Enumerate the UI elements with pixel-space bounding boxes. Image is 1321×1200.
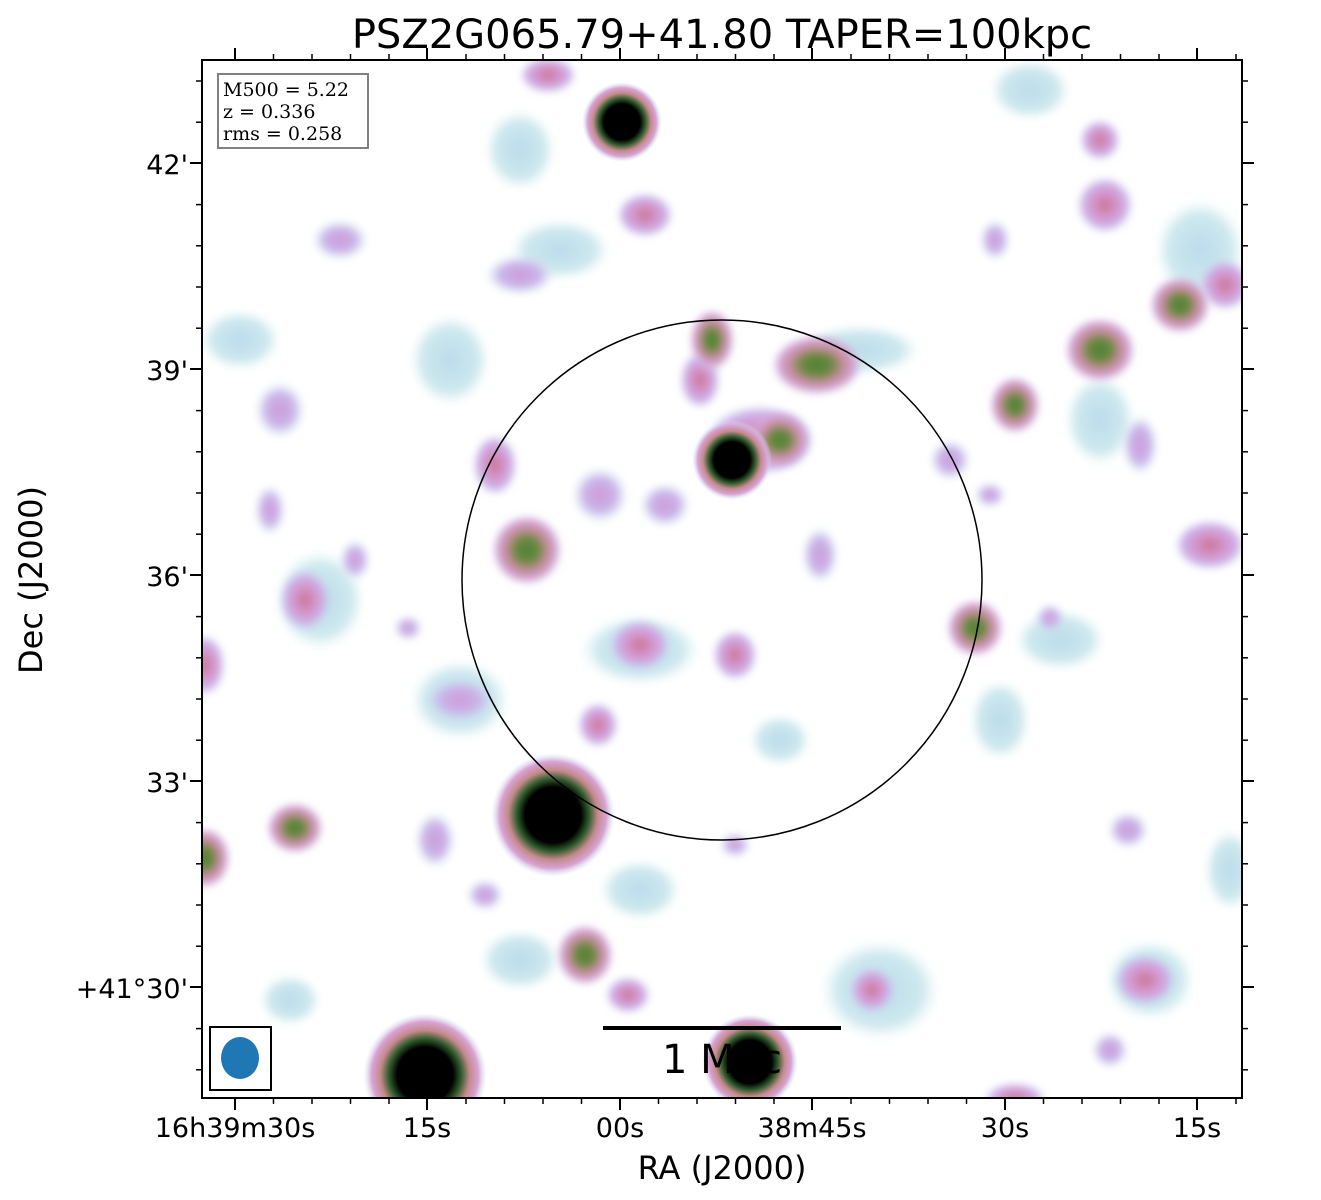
info-box: M500 = 5.22 z = 0.336 rms = 0.258 — [217, 73, 369, 149]
x-tick-label: 16h39m30s — [155, 1113, 316, 1144]
y-tick-label: 42' — [146, 150, 188, 181]
r500-circle — [461, 319, 983, 841]
mid-emission — [202, 60, 1242, 1098]
y-tick-label: 36' — [146, 562, 188, 593]
y-axis-label: Dec (J2000) — [12, 486, 50, 674]
info-rms: rms = 0.258 — [223, 123, 342, 145]
beam-ellipse — [221, 1037, 259, 1079]
y-tick-labels: 42' 39' 36' 33' +41°30' — [76, 150, 188, 1005]
plot-frame — [201, 59, 1243, 1099]
saturated-sources — [363, 82, 798, 1098]
y-tick-label: +41°30' — [76, 974, 188, 1005]
x-tick-label: 30s — [981, 1113, 1029, 1144]
info-redshift: z = 0.336 — [223, 101, 315, 123]
image-panel: 1 Mpc — [202, 60, 1242, 1098]
x-tick-labels: 16h39m30s 15s 00s 38m45s 30s 15s — [155, 1113, 1222, 1144]
figure-title: PSZ2G065.79+41.80 TAPER=100kpc — [352, 12, 1092, 58]
axis-ticks — [190, 48, 1254, 1110]
x-tick-label: 15s — [1173, 1113, 1221, 1144]
info-m500: M500 = 5.22 — [223, 79, 349, 101]
x-tick-label: 15s — [403, 1113, 451, 1144]
bright-sources — [202, 277, 1210, 985]
y-tick-label: 33' — [146, 768, 188, 799]
x-tick-label: 00s — [596, 1113, 644, 1144]
y-tick-label: 39' — [146, 356, 188, 387]
scale-bar-label: 1 Mpc — [662, 1037, 782, 1083]
x-axis-label: RA (J2000) — [638, 1149, 807, 1187]
x-tick-label: 38m45s — [757, 1113, 866, 1144]
